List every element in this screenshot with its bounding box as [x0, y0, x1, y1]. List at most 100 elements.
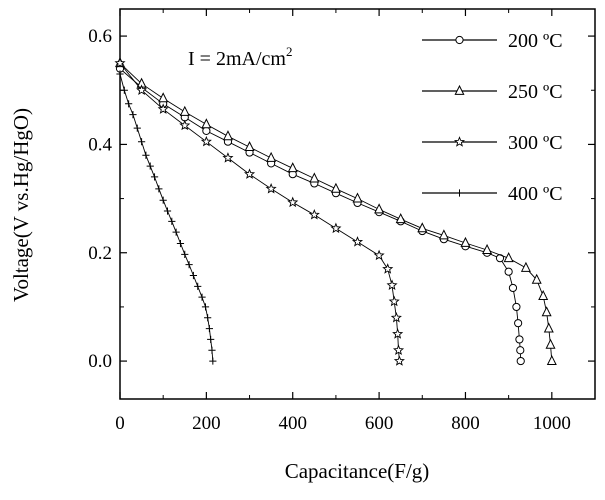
- data-point: [531, 273, 542, 284]
- data-point: [309, 172, 320, 183]
- data-point: [222, 130, 233, 141]
- data-point: [351, 236, 364, 247]
- data-point: [168, 217, 176, 225]
- data-point: [201, 118, 212, 129]
- series-line: [119, 73, 214, 362]
- data-point: [163, 207, 172, 215]
- legend-marker: [453, 136, 466, 147]
- annotation-main: I = 2mA/cm: [188, 48, 286, 70]
- legend-item: 200 ºC: [422, 30, 563, 52]
- legend-marker: [454, 84, 465, 95]
- data-point: [386, 279, 398, 290]
- data-point: [382, 263, 394, 274]
- data-point: [543, 322, 554, 333]
- data-point: [546, 354, 557, 365]
- data-point: [514, 319, 523, 328]
- data-point: [201, 303, 210, 311]
- data-point: [204, 314, 212, 322]
- data-point: [287, 162, 298, 173]
- data-point: [159, 196, 167, 204]
- data-point: [136, 84, 148, 95]
- x-tick-label: 400: [278, 413, 307, 434]
- data-point: [208, 346, 216, 354]
- data-point: [129, 111, 137, 119]
- data-point: [179, 119, 191, 131]
- data-point: [287, 196, 299, 208]
- data-point: [374, 203, 385, 214]
- data-point: [392, 344, 405, 355]
- data-point: [176, 239, 185, 248]
- annotation-text: I = 2mA/cm2: [188, 44, 292, 70]
- series-2: [114, 57, 557, 365]
- data-point: [330, 182, 341, 193]
- x-tick-label: 200: [192, 413, 221, 434]
- legend: 200 ºC 250 ºC 300 ºC 400 ºC: [422, 30, 563, 205]
- series-line: [119, 68, 522, 362]
- y-tick-label: 0.6: [88, 26, 112, 47]
- data-point: [209, 357, 217, 365]
- data-point: [133, 124, 141, 132]
- data-point: [266, 151, 277, 162]
- data-point: [330, 222, 342, 234]
- series-4: [116, 70, 217, 365]
- data-point: [172, 228, 180, 236]
- legend-marker: [455, 189, 464, 197]
- data-point: [373, 249, 385, 261]
- legend-label: 400 ºC: [508, 183, 563, 205]
- series-3: [114, 57, 405, 366]
- data-point: [393, 355, 405, 366]
- y-tick-label: 0.4: [88, 134, 112, 155]
- data-point: [392, 328, 404, 339]
- y-axis-title: Voltage(V vs.Hg/HgO): [9, 108, 33, 302]
- data-point: [158, 92, 169, 103]
- data-point: [395, 213, 406, 224]
- data-point: [520, 261, 531, 272]
- data-point: [189, 271, 198, 280]
- data-point: [116, 70, 124, 78]
- data-point: [244, 168, 256, 179]
- data-point: [308, 208, 320, 220]
- data-point: [482, 243, 493, 254]
- data-point: [125, 100, 133, 108]
- data-point: [515, 335, 524, 344]
- data-point: [460, 236, 471, 247]
- data-point: [417, 222, 428, 233]
- data-point: [179, 105, 190, 116]
- x-tick-label: 600: [365, 413, 394, 434]
- data-point: [545, 338, 556, 349]
- legend-label: 250 ºC: [508, 81, 563, 103]
- y-tick-label: 0.0: [88, 351, 112, 372]
- data-point: [120, 86, 128, 94]
- data-point: [205, 324, 213, 333]
- data-point: [142, 151, 150, 159]
- annotation-superscript: 2: [286, 44, 293, 59]
- legend-item: 300 ºC: [422, 132, 563, 154]
- data-point: [538, 289, 549, 300]
- data-point: [438, 229, 449, 240]
- data-point: [352, 192, 363, 203]
- data-point: [185, 261, 193, 269]
- data-point: [114, 57, 126, 68]
- data-point: [202, 126, 211, 135]
- data-point: [508, 283, 518, 293]
- series-layer: [114, 57, 557, 366]
- data-point: [150, 173, 159, 181]
- data-point: [200, 135, 212, 147]
- data-point: [146, 162, 154, 170]
- series-1: [115, 64, 525, 366]
- data-point: [503, 252, 514, 263]
- data-point: [512, 302, 521, 312]
- x-tick-label: 0: [115, 413, 125, 434]
- x-axis-title: Capacitance(F/g): [285, 459, 430, 483]
- data-point: [390, 311, 402, 323]
- legend-item: 250 ºC: [422, 81, 563, 103]
- data-point: [516, 346, 525, 355]
- data-point: [207, 335, 215, 344]
- data-point: [265, 182, 277, 194]
- data-point: [137, 138, 146, 146]
- legend-label: 200 ºC: [508, 30, 563, 52]
- data-point: [516, 356, 525, 366]
- plot-frame: [119, 8, 596, 400]
- data-point: [222, 152, 234, 163]
- data-point: [198, 293, 206, 301]
